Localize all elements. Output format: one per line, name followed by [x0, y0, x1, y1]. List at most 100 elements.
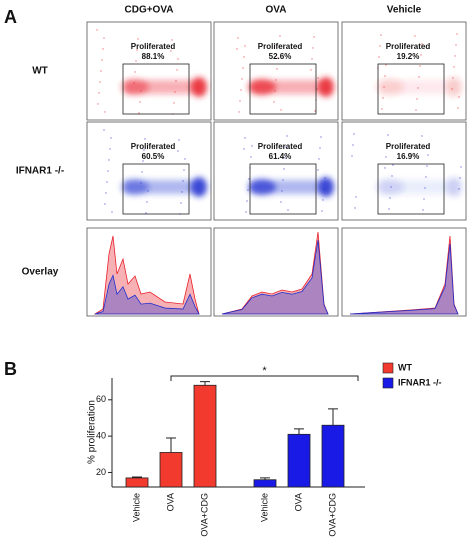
event-dot [378, 56, 380, 58]
event-dot [178, 139, 180, 141]
event-dot [277, 57, 279, 59]
event-dot [98, 92, 100, 94]
event-dot [380, 34, 382, 36]
y-tick-label: 60 [96, 394, 106, 404]
gate-value: 61.4% [269, 152, 292, 161]
event-dot [381, 108, 383, 110]
event-dot [175, 80, 177, 82]
event-dot [284, 157, 286, 159]
event-dot [287, 209, 289, 211]
event-dot [418, 76, 420, 78]
overlay-panel [341, 227, 467, 317]
event-dot [392, 164, 394, 166]
event-dot [318, 158, 320, 160]
bar [125, 477, 149, 488]
event-dot [379, 45, 381, 47]
event-dot [323, 188, 325, 190]
gate-label: Proliferated [386, 142, 431, 151]
event-dot [239, 100, 241, 102]
event-dot [317, 77, 319, 79]
gate-value: 52.6% [269, 52, 292, 61]
gate-label: Proliferated [258, 142, 303, 151]
event-dot [423, 198, 425, 200]
y-tick-label: 40 [96, 431, 106, 441]
bar [159, 452, 183, 488]
event-dot [143, 149, 145, 151]
event-dot [243, 148, 245, 150]
event-dot [96, 29, 98, 31]
event-dot [241, 78, 243, 80]
significance-label: * [262, 365, 267, 377]
error-bar [132, 476, 142, 478]
y-tick-label: 20 [96, 467, 106, 477]
event-dot [137, 38, 139, 40]
event-dot [311, 58, 313, 60]
event-dot [147, 190, 149, 192]
density-low [121, 79, 149, 95]
event-dot [102, 48, 104, 50]
gate [377, 163, 445, 215]
event-dot [101, 59, 103, 61]
event-dot [171, 39, 173, 41]
flow-density [376, 177, 462, 197]
event-dot [144, 138, 146, 140]
event-dot [391, 175, 393, 177]
x-tick-label: Vehicle [131, 493, 141, 522]
event-dot [455, 44, 457, 46]
event-dot [351, 155, 353, 157]
event-dot [425, 176, 427, 178]
overlay-histogram [349, 243, 459, 315]
event-dot [182, 180, 184, 182]
overlay-panel [86, 227, 212, 317]
event-dot [138, 112, 140, 114]
event-dot [456, 33, 458, 35]
density-peak [318, 77, 334, 97]
event-dot [460, 166, 462, 168]
density-peak [446, 77, 462, 97]
density-peak [318, 177, 334, 197]
event-dot [426, 165, 428, 167]
density-low [248, 179, 276, 195]
bar [287, 433, 311, 488]
event-dot [141, 171, 143, 173]
event-dot [146, 201, 148, 203]
event-dot [312, 47, 314, 49]
gate-label: Proliferated [131, 142, 176, 151]
event-dot [384, 167, 386, 169]
row-label: Overlay [22, 267, 59, 278]
legend-label: IFNAR1 -/- [398, 377, 442, 387]
event-dot [109, 148, 111, 150]
event-dot [181, 191, 183, 193]
flow-density [248, 177, 334, 197]
event-dot [422, 209, 424, 211]
event-dot [324, 177, 326, 179]
error-bar [294, 428, 304, 435]
event-dot [390, 186, 392, 188]
event-dot [242, 67, 244, 69]
event-dot [280, 201, 282, 203]
event-dot [352, 144, 354, 146]
event-dot [105, 192, 107, 194]
event-dot [236, 48, 238, 50]
event-dot [136, 49, 138, 51]
event-dot [111, 211, 113, 213]
event-dot [389, 197, 391, 199]
gate [122, 163, 190, 215]
event-dot [383, 86, 385, 88]
gate [377, 63, 445, 115]
event-dot [416, 98, 418, 100]
panel-b-label: B [4, 359, 17, 379]
event-dot [183, 169, 185, 171]
column-header: Vehicle [387, 5, 422, 16]
event-dot [415, 109, 417, 111]
event-dot [279, 35, 281, 37]
flow-density [121, 77, 207, 97]
event-dot [274, 90, 276, 92]
event-dot [246, 200, 248, 202]
x-tick-label: OVA+CDG [327, 493, 337, 537]
event-dot [353, 133, 355, 135]
bar [193, 384, 217, 488]
event-dot [176, 69, 178, 71]
event-dot [319, 147, 321, 149]
event-dot [459, 177, 461, 179]
